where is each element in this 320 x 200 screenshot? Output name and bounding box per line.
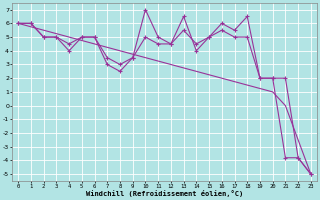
X-axis label: Windchill (Refroidissement éolien,°C): Windchill (Refroidissement éolien,°C) xyxy=(86,190,243,197)
